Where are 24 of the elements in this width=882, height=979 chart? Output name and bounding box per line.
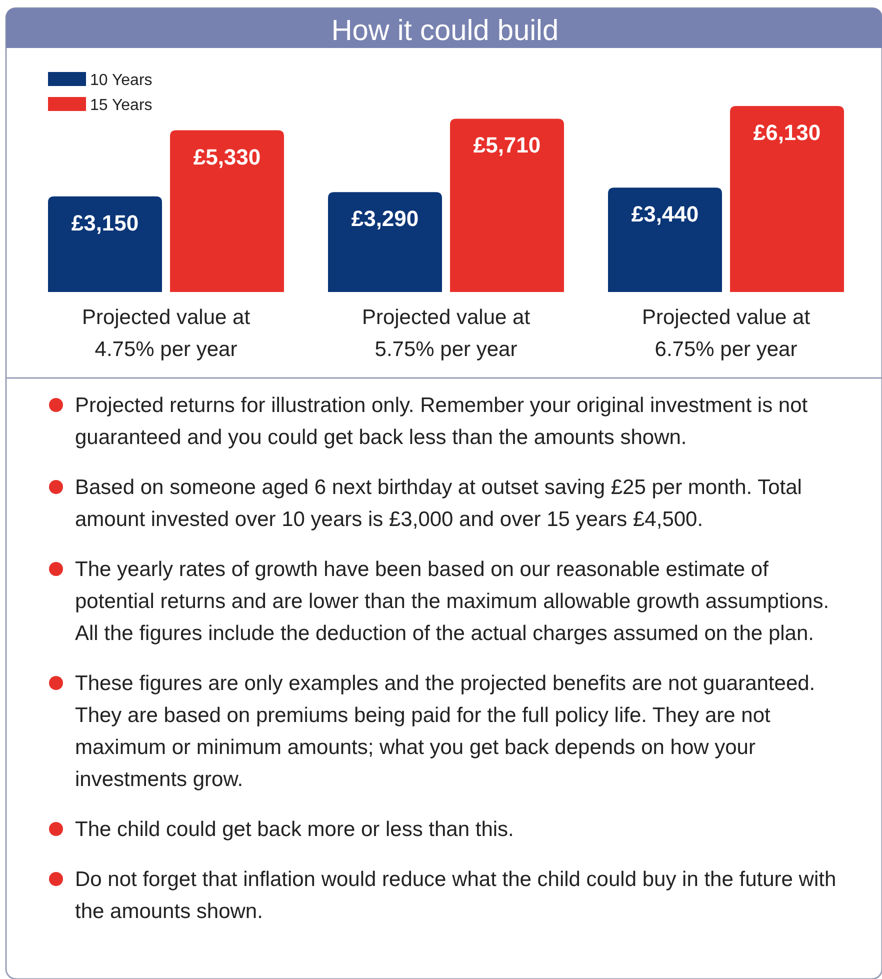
bar xyxy=(328,192,442,292)
text: The yearly rates of growth have been based on our reasonable estimate of potential returns and are lower than the maximum allowable growth assumptions. All the figures include the deduction of the actual charges assumed on the plan. xyxy=(75,558,830,645)
text: The child could get back more or less than this. xyxy=(75,818,514,841)
x-tick-label: Projected value at 6.75% per year xyxy=(642,306,810,361)
legend-label: 10 Years xyxy=(90,72,152,89)
bar xyxy=(170,130,284,292)
data-label: £3,150 xyxy=(71,210,139,236)
data-label: £3,440 xyxy=(631,202,699,227)
text: Do not forget that inflation would reduce what the child could buy in the future with the amounts shown. xyxy=(75,868,836,923)
text: These figures are only examples and the projected benefits are not guaranteed. They are based on premiums being paid for the full policy life. They are not maximum or minimum amounts; what you get back depends on how your investments grow. xyxy=(75,672,816,791)
text: Projected returns for illustration only. Remember your original investment is not guaranteed and you could get back less than the amounts shown. xyxy=(75,394,808,449)
bar xyxy=(730,106,844,292)
data-label: £5,710 xyxy=(473,132,541,158)
data-label: £6,130 xyxy=(753,120,821,145)
data-label: £3,290 xyxy=(351,206,419,232)
data-label: £5,330 xyxy=(193,144,261,170)
legend-label: 15 Years xyxy=(90,97,152,114)
bar xyxy=(608,188,722,292)
text: Based on someone aged 6 next birthday at outset saving £25 per month. Total amount invested over 10 years is £3,000 and over 15 years £4,500. xyxy=(75,476,802,531)
bar xyxy=(450,118,564,292)
chart-title: How it could build xyxy=(331,15,559,47)
x-tick-label: Projected value at 4.75% per year xyxy=(82,306,250,361)
bar xyxy=(48,196,162,292)
x-tick-label: Projected value at 5.75% per year xyxy=(362,306,530,361)
